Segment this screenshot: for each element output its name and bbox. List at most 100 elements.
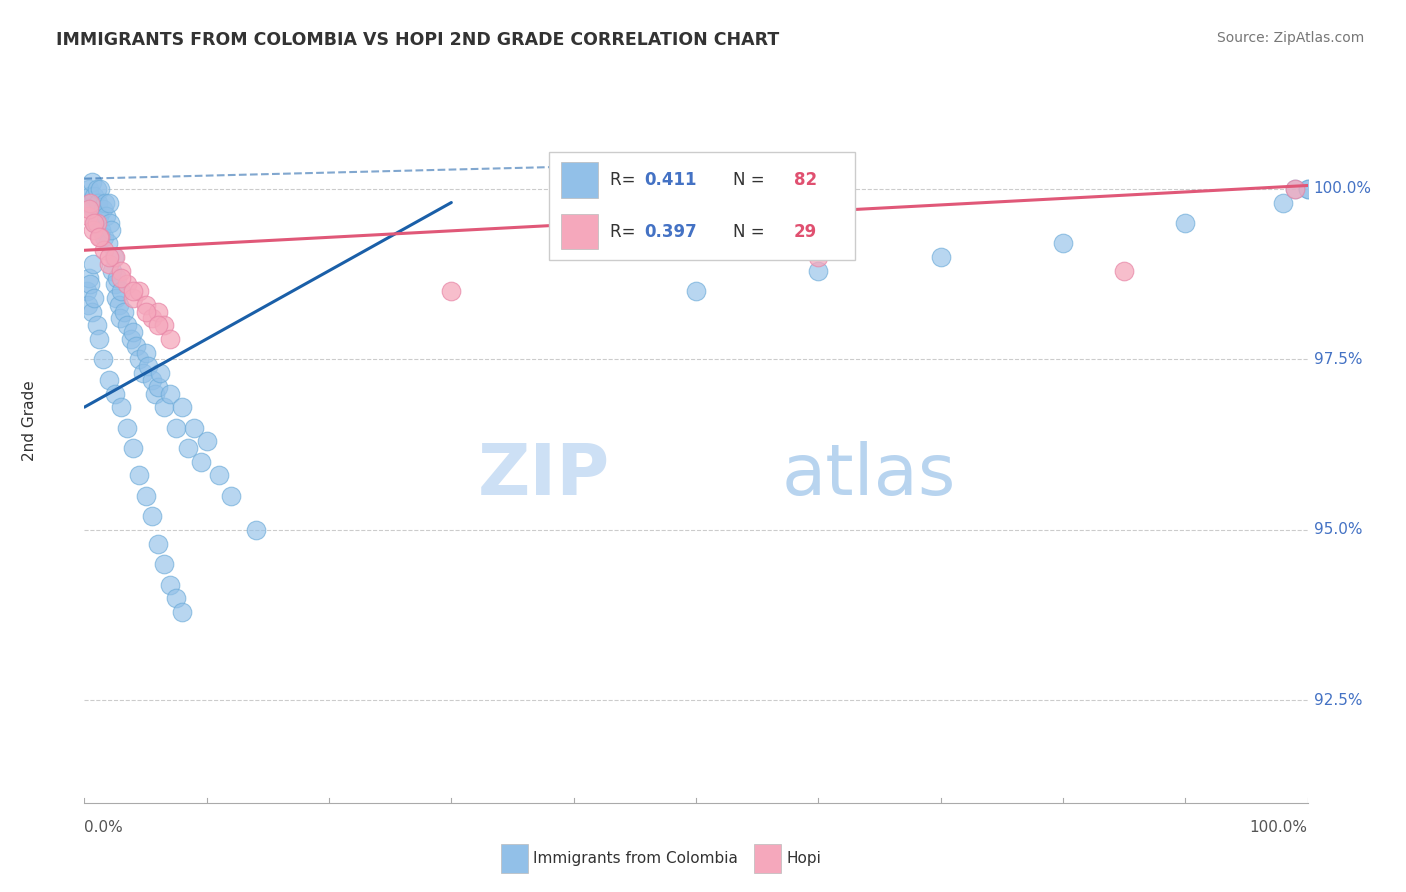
Point xyxy=(141,373,163,387)
Point xyxy=(128,284,150,298)
Text: 82: 82 xyxy=(794,170,817,189)
Point xyxy=(165,591,187,606)
Point xyxy=(110,284,132,298)
Point xyxy=(132,366,155,380)
Point xyxy=(122,284,145,298)
Point xyxy=(83,291,105,305)
Point xyxy=(97,250,120,264)
Point xyxy=(107,298,129,312)
Text: atlas: atlas xyxy=(782,441,956,510)
Point xyxy=(86,182,108,196)
Bar xyxy=(501,844,529,873)
Point xyxy=(929,250,952,264)
Point xyxy=(128,352,150,367)
Point xyxy=(83,188,105,202)
Point xyxy=(87,209,110,223)
Point xyxy=(1296,182,1319,196)
Text: 0.411: 0.411 xyxy=(644,170,696,189)
Point xyxy=(153,318,176,333)
Point xyxy=(108,311,131,326)
Point xyxy=(128,468,150,483)
Point xyxy=(87,229,110,244)
Point xyxy=(1052,236,1074,251)
Text: 92.5%: 92.5% xyxy=(1313,693,1362,708)
Point xyxy=(79,195,101,210)
Bar xyxy=(561,162,598,197)
Point xyxy=(104,277,127,292)
Point xyxy=(89,182,111,196)
Point xyxy=(112,304,135,318)
Point xyxy=(440,284,463,298)
Bar xyxy=(561,214,598,250)
Point xyxy=(83,216,105,230)
Point xyxy=(96,209,118,223)
Point xyxy=(190,455,212,469)
Point xyxy=(146,380,169,394)
Point xyxy=(122,441,145,455)
Point xyxy=(125,339,148,353)
Point xyxy=(1284,182,1306,196)
Point xyxy=(135,304,157,318)
Point xyxy=(98,216,121,230)
Point xyxy=(807,264,830,278)
Point xyxy=(1174,216,1197,230)
Point xyxy=(172,605,194,619)
Point xyxy=(77,209,100,223)
Point xyxy=(93,229,115,244)
Bar xyxy=(754,844,782,873)
Text: R=: R= xyxy=(610,170,641,189)
Text: R=: R= xyxy=(610,222,641,241)
Point xyxy=(82,202,104,217)
Point xyxy=(79,188,101,202)
Point xyxy=(77,195,100,210)
Point xyxy=(91,352,114,367)
Point xyxy=(807,250,830,264)
Point xyxy=(91,202,114,217)
Point xyxy=(136,359,159,374)
Point xyxy=(143,386,166,401)
Point xyxy=(135,489,157,503)
Point xyxy=(97,236,120,251)
Point xyxy=(115,420,138,434)
Point xyxy=(87,332,110,346)
Point xyxy=(77,298,100,312)
Text: Hopi: Hopi xyxy=(786,851,821,866)
Point xyxy=(87,195,110,210)
Point xyxy=(149,366,172,380)
Point xyxy=(146,304,169,318)
Point xyxy=(80,304,103,318)
Text: 100.0%: 100.0% xyxy=(1313,181,1372,196)
Point xyxy=(101,264,124,278)
Point xyxy=(104,250,127,264)
Point xyxy=(86,216,108,230)
Point xyxy=(115,277,138,292)
Point xyxy=(159,577,181,591)
Text: N =: N = xyxy=(733,170,765,189)
Point xyxy=(153,400,176,414)
Point xyxy=(122,291,145,305)
Point xyxy=(159,386,181,401)
Point xyxy=(89,229,111,244)
Point xyxy=(146,536,169,550)
Point xyxy=(97,195,120,210)
Point xyxy=(94,195,117,210)
Point xyxy=(141,509,163,524)
Point xyxy=(165,420,187,434)
Point xyxy=(77,270,100,285)
Point xyxy=(115,318,138,333)
Text: 0.397: 0.397 xyxy=(644,222,697,241)
Point xyxy=(104,386,127,401)
Point xyxy=(105,291,128,305)
Point xyxy=(77,202,100,217)
Point xyxy=(80,175,103,189)
Point xyxy=(120,332,142,346)
Point xyxy=(153,557,176,571)
Point xyxy=(135,298,157,312)
Point xyxy=(97,257,120,271)
Point xyxy=(77,182,100,196)
Point xyxy=(172,400,194,414)
Text: 2nd Grade: 2nd Grade xyxy=(22,380,37,460)
Point xyxy=(110,264,132,278)
Point xyxy=(84,216,107,230)
Text: Source: ZipAtlas.com: Source: ZipAtlas.com xyxy=(1216,31,1364,45)
